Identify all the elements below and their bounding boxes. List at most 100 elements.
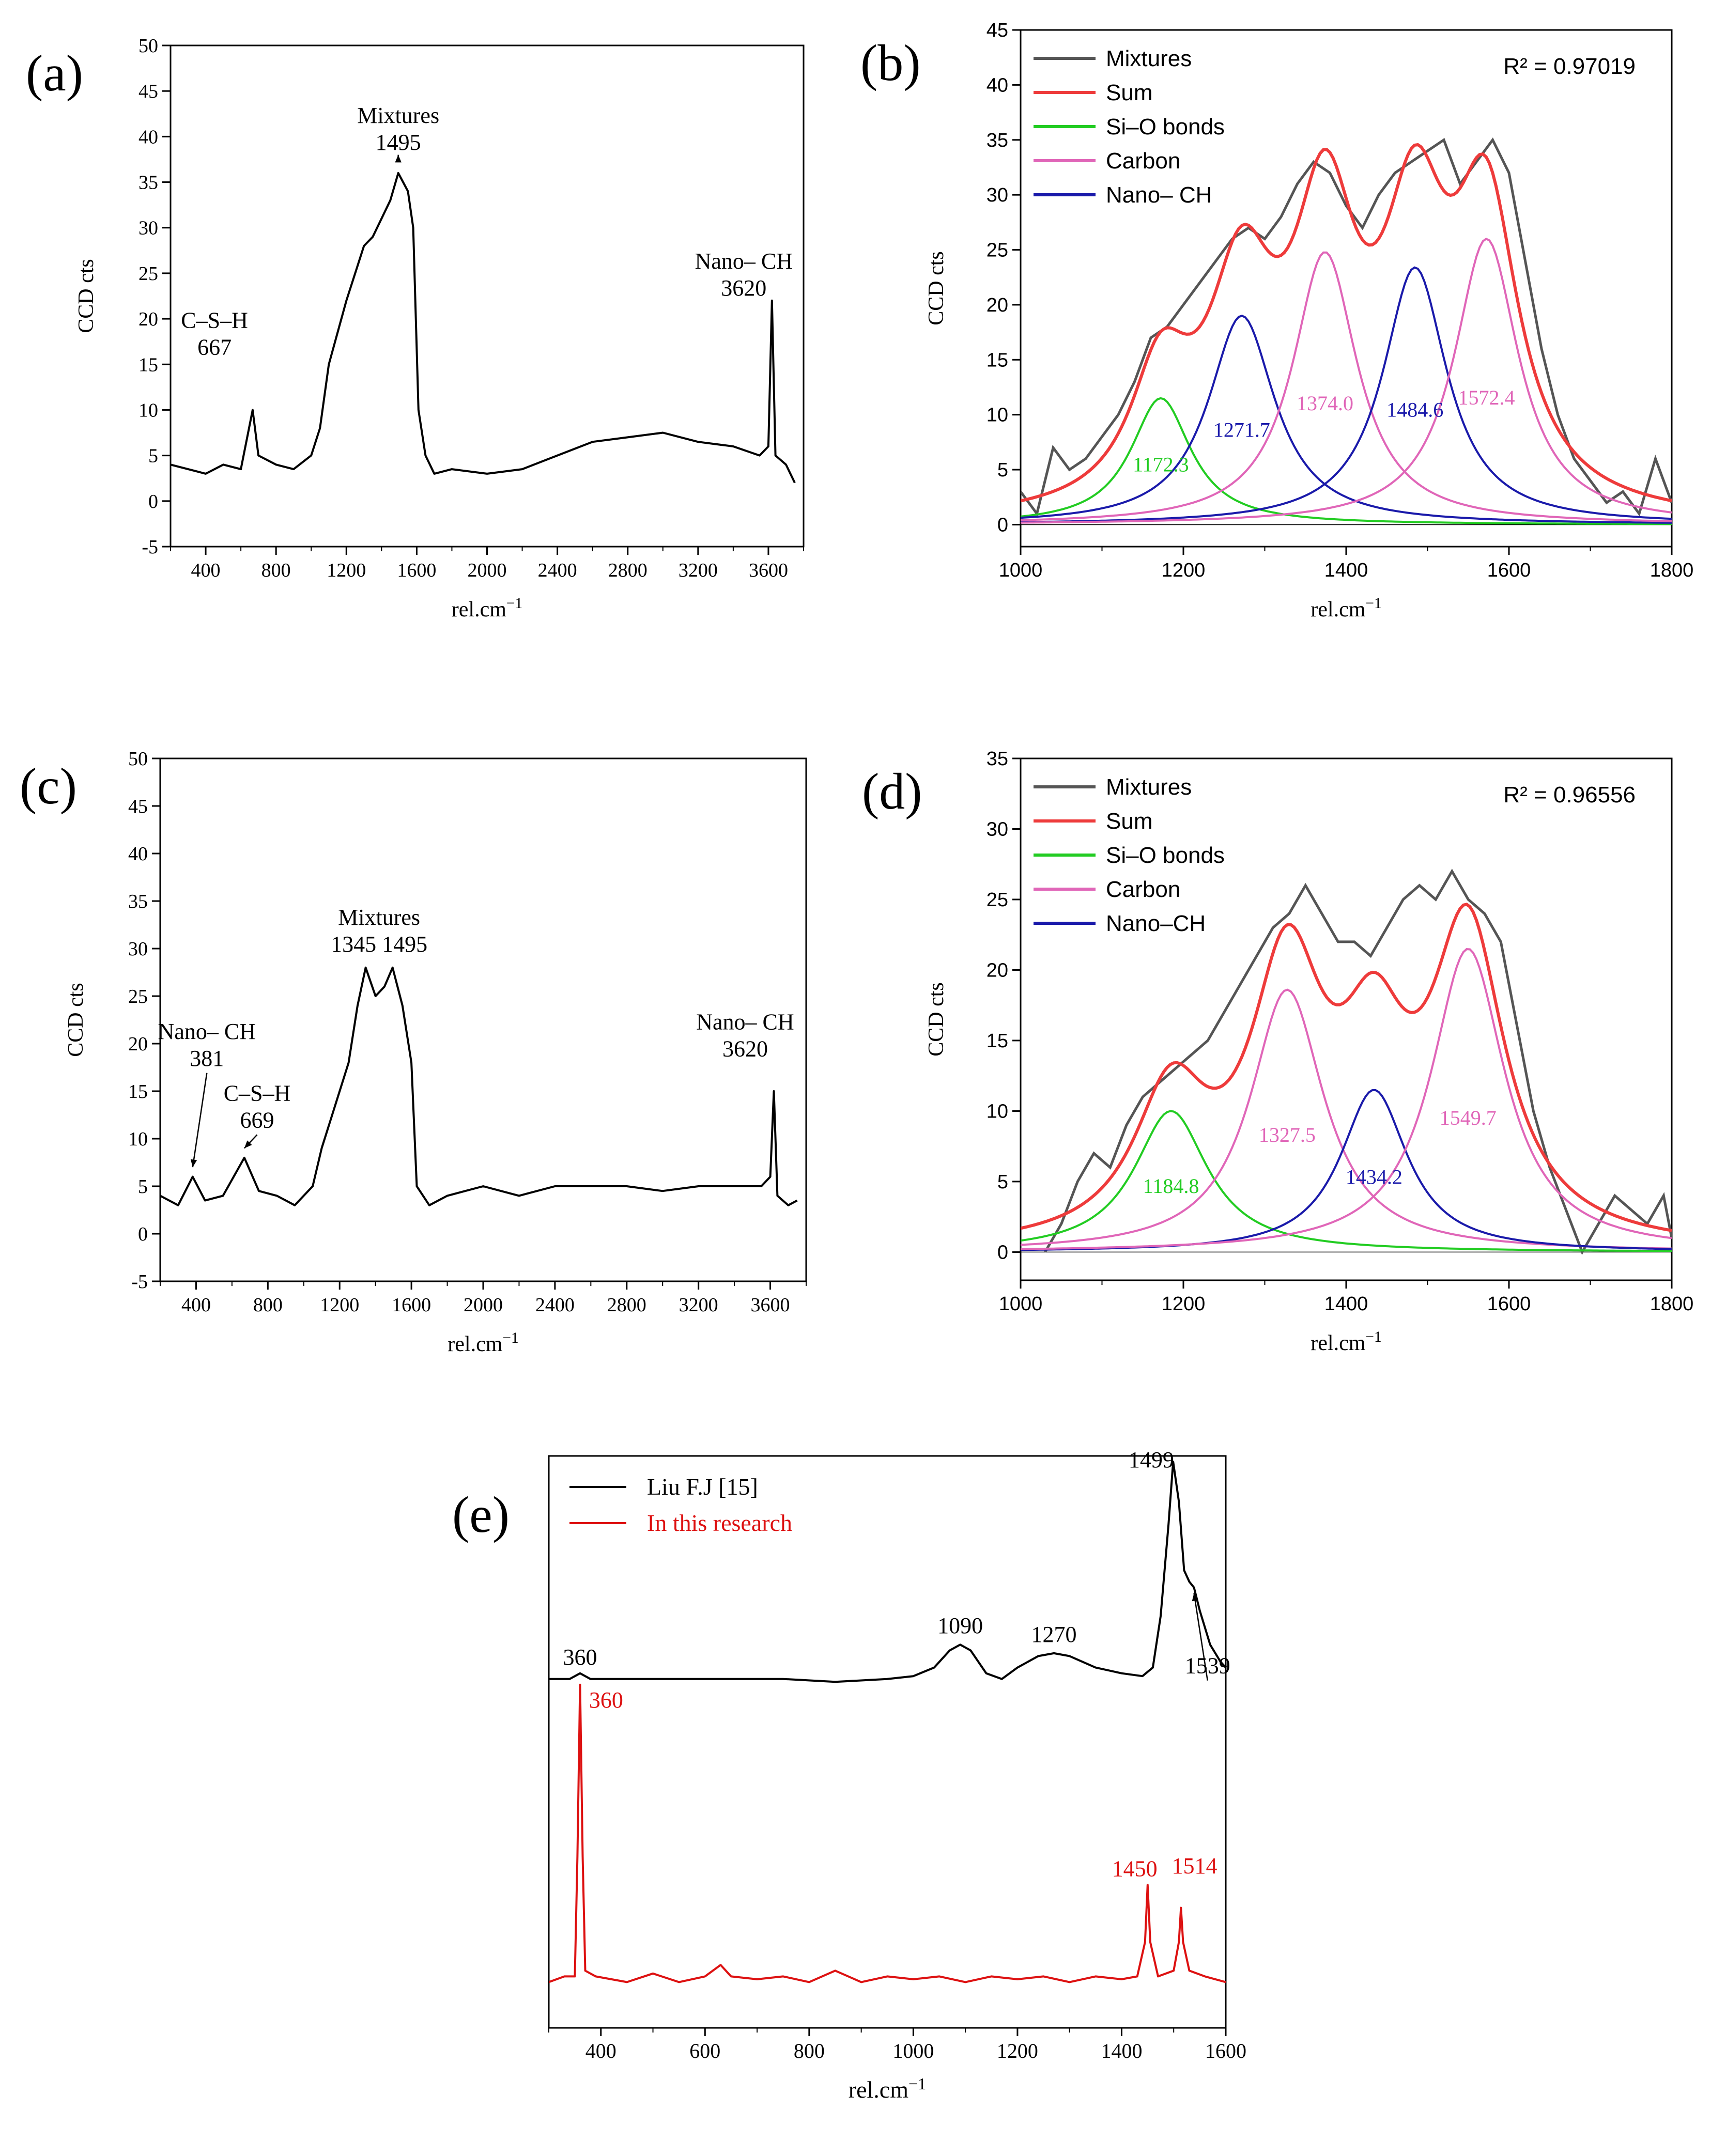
annotation-text: 1450 — [1112, 1856, 1158, 1882]
x-tick-label: 3200 — [679, 1294, 718, 1316]
series-line-1 — [549, 1683, 1226, 1983]
x-axis-label-superscript: −1 — [502, 1330, 518, 1346]
x-tick-label: 3600 — [749, 560, 788, 581]
x-tick-label: 1800 — [1650, 1293, 1694, 1315]
y-tick-label: 40 — [138, 126, 158, 148]
annotation-text: 360 — [563, 1645, 597, 1670]
legend-label: Liu F.J [15] — [647, 1473, 758, 1500]
legend-label: Si–O bonds — [1106, 114, 1225, 139]
x-tick-label: 2800 — [608, 560, 648, 581]
peak-curve-0 — [1021, 1110, 1672, 1252]
sum-line — [1021, 143, 1672, 503]
y-tick-label: 35 — [986, 748, 1008, 770]
x-tick-label: 800 — [253, 1294, 283, 1316]
r-squared: R² = 0.96556 — [1503, 782, 1636, 808]
y-tick-label: 5 — [148, 445, 158, 467]
series-line-0 — [160, 966, 798, 1206]
annotation-arrowhead — [190, 1159, 197, 1168]
y-tick-label: 5 — [138, 1176, 148, 1198]
panel-e: (e) 400 600 800 1000 1200 1400 1600 rel.cm−1 Liu … — [452, 1447, 1246, 2103]
x-axis-label-superscript: −1 — [908, 2074, 926, 2093]
peak-label: 1434.2 — [1346, 1166, 1402, 1189]
x-tick-label: 1600 — [392, 1294, 431, 1316]
x-tick-label: 800 — [261, 560, 291, 581]
annotation-text: C–S–H — [224, 1080, 291, 1106]
x-axis-label-superscript: −1 — [1365, 595, 1381, 612]
x-tick-label: 400 — [191, 560, 221, 581]
y-tick-label: 45 — [128, 796, 148, 817]
panel-label: (c) — [20, 757, 77, 815]
legend-label: Mixtures — [1106, 46, 1192, 71]
x-tick-label: 3200 — [679, 560, 718, 581]
plot-area — [549, 1461, 1226, 1983]
annotation-text: 1270 — [1031, 1622, 1076, 1647]
y-tick-label: 40 — [128, 843, 148, 865]
y-axis-label: CCD cts — [64, 983, 88, 1057]
x-tick-label: 400 — [585, 2039, 616, 2062]
y-tick-label: 25 — [986, 889, 1008, 911]
legend: Mixtures Sum Si–O bonds Carbon Nano–CH — [1034, 774, 1225, 936]
x-tick-label: 1400 — [1324, 560, 1368, 581]
y-tick-label: 15 — [986, 1030, 1008, 1052]
panel-d: (d)1000 1200 1400 1600 180005101520253035rel… — [862, 748, 1693, 1355]
plot-area — [1021, 868, 1672, 1255]
mixtures-line — [1044, 868, 1672, 1255]
peak-label: 1271.7 — [1213, 418, 1270, 442]
panel-label: (d) — [862, 763, 922, 820]
legend-label: Nano– CH — [1106, 182, 1212, 208]
y-axis-label: CCD cts — [74, 259, 98, 333]
legend-label: Sum — [1106, 80, 1152, 105]
y-tick-label: 25 — [128, 986, 148, 1007]
annotation-text: Mixtures — [338, 905, 420, 930]
peak-curve-3 — [1021, 266, 1672, 523]
y-tick-label: 20 — [986, 959, 1008, 981]
y-tick-label: 5 — [997, 459, 1008, 481]
x-tick-label: 1600 — [1487, 560, 1531, 581]
annotation-arrow — [1193, 1593, 1208, 1681]
x-tick-label: 1400 — [1101, 2039, 1142, 2062]
x-tick-label: 1600 — [1205, 2039, 1246, 2062]
annotation-text: 3620 — [722, 1036, 768, 1061]
annotation-arrowhead — [395, 154, 402, 163]
annotation-text: 381 — [190, 1046, 224, 1071]
plot-area — [171, 172, 796, 484]
y-tick-label: 15 — [128, 1081, 148, 1103]
panel-c: (c) 400 800 1200 1600 2000 2400 2800 3200 3600 -5 0… — [20, 748, 807, 1356]
y-tick-label: 35 — [138, 172, 158, 194]
legend: Mixtures Sum Si–O bonds Carbon Nano– CH — [1034, 46, 1225, 208]
y-tick-label: 10 — [128, 1128, 148, 1150]
peak-curve-0 — [1021, 397, 1672, 525]
peak-label: 1549.7 — [1440, 1106, 1497, 1129]
x-tick-label: 1200 — [320, 1294, 359, 1316]
y-tick-label: 30 — [986, 818, 1008, 840]
x-tick-label: 1400 — [1324, 1293, 1368, 1315]
x-tick-label: 1600 — [397, 560, 436, 581]
annotation-text: Nano– CH — [695, 249, 793, 274]
x-tick-label: 1200 — [1162, 560, 1206, 581]
x-tick-label: 1200 — [1162, 1293, 1206, 1315]
y-tick-label: 40 — [986, 74, 1008, 96]
plot-area — [1021, 137, 1672, 525]
x-tick-label: 600 — [689, 2039, 720, 2062]
y-tick-label: 35 — [128, 891, 148, 912]
legend-label: In this research — [647, 1510, 792, 1536]
annotation-text: 669 — [240, 1107, 274, 1133]
legend-label: Si–O bonds — [1106, 843, 1225, 868]
annotation-arrow — [192, 1073, 208, 1168]
peak-curve-4 — [1021, 237, 1672, 524]
y-tick-label: 30 — [128, 938, 148, 960]
x-tick-label: 1200 — [997, 2039, 1038, 2062]
y-axis-label: CCD cts — [924, 251, 948, 325]
y-tick-label: 30 — [138, 218, 158, 239]
series-line-0 — [549, 1461, 1226, 1683]
legend: Liu F.J [15] In this research — [569, 1473, 792, 1536]
y-tick-label: 10 — [986, 405, 1008, 426]
y-tick-label: 0 — [148, 491, 158, 513]
panel-a: (a) 400 800 1200 1600 2000 2400 2800 3200 3600 -5 0… — [26, 35, 805, 622]
annotation-text: 667 — [197, 335, 232, 360]
x-axis-label: rel.cm−1 — [849, 2074, 926, 2103]
y-tick-label: 25 — [986, 240, 1008, 261]
peak-label: 1484.6 — [1386, 398, 1443, 421]
annotation-text: 360 — [589, 1687, 623, 1713]
